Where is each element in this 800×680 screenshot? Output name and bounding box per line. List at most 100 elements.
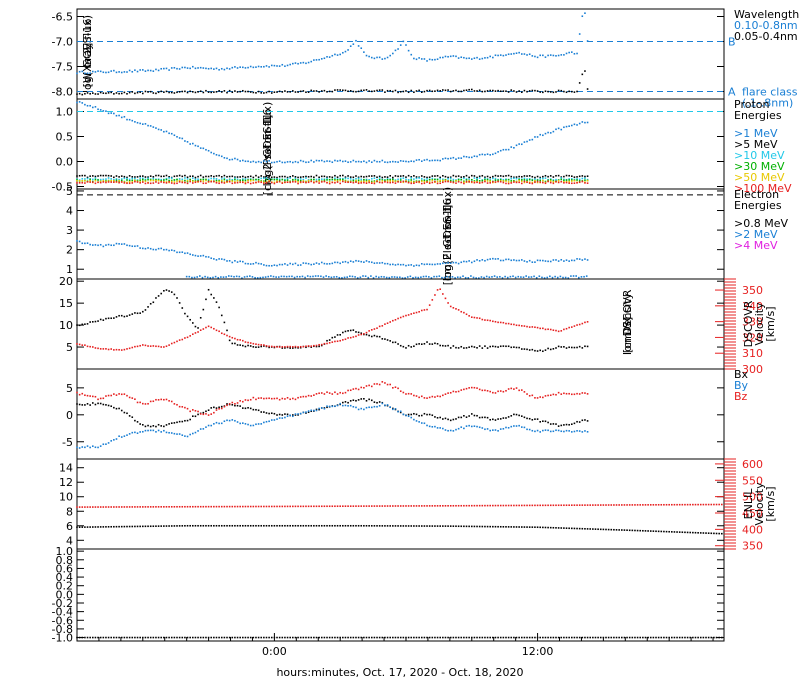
- data-point: [481, 90, 484, 93]
- data-point: [365, 161, 368, 164]
- data-point: [206, 276, 209, 279]
- data-point: [402, 175, 405, 177]
- data-point: [197, 178, 199, 180]
- data-point: [478, 317, 481, 320]
- data-point: [259, 276, 262, 279]
- data-point: [392, 176, 394, 179]
- data-point: [357, 399, 360, 401]
- data-point: [265, 182, 268, 184]
- data-point: [186, 505, 189, 508]
- data-point: [405, 393, 407, 395]
- data-point: [520, 53, 523, 55]
- data-point: [436, 178, 439, 181]
- data-point: [489, 55, 492, 58]
- data-point: [434, 178, 436, 181]
- data-point: [202, 428, 205, 430]
- data-point: [544, 182, 547, 185]
- data-point: [342, 174, 344, 177]
- data-point: [244, 176, 247, 179]
- data-point: [252, 636, 255, 639]
- y-tick-label: -6.5: [52, 11, 73, 24]
- data-point: [86, 394, 89, 397]
- data-point: [520, 180, 523, 183]
- data-point: [210, 293, 213, 296]
- data-point: [486, 347, 489, 349]
- data-point: [144, 247, 147, 250]
- data-point: [447, 505, 449, 507]
- data-point: [370, 180, 373, 183]
- data-point: [378, 405, 381, 407]
- data-point: [444, 636, 447, 639]
- data-point: [334, 505, 336, 508]
- data-point: [360, 407, 363, 410]
- data-point: [189, 524, 191, 527]
- data-point: [542, 350, 544, 353]
- data-point: [197, 524, 199, 527]
- data-point: [565, 423, 568, 426]
- data-point: [699, 636, 702, 639]
- data-point: [199, 329, 202, 331]
- data-point: [402, 181, 405, 184]
- data-point: [184, 174, 186, 177]
- data-point: [149, 69, 152, 72]
- data-point: [531, 55, 534, 57]
- data-point: [149, 247, 152, 250]
- data-point: [413, 91, 415, 94]
- data-point: [584, 175, 586, 178]
- data-point: [468, 181, 470, 183]
- data-point: [543, 277, 546, 279]
- y-tick-label: 1: [66, 263, 73, 276]
- data-point: [423, 180, 426, 183]
- data-point: [220, 405, 223, 408]
- data-point: [523, 175, 526, 177]
- data-point: [263, 182, 265, 185]
- legend-entry: Bz: [734, 390, 748, 403]
- data-point: [378, 505, 381, 507]
- data-point: [449, 179, 452, 182]
- data-point: [89, 395, 91, 397]
- data-point: [526, 181, 528, 184]
- data-point: [586, 40, 589, 42]
- data-point: [326, 391, 328, 393]
- data-point: [573, 182, 576, 184]
- data-point: [539, 420, 542, 423]
- data-point: [283, 275, 285, 278]
- data-point: [141, 424, 144, 426]
- data-point: [570, 180, 573, 182]
- data-point: [510, 259, 513, 262]
- data-point: [336, 636, 339, 639]
- data-point: [227, 275, 230, 277]
- data-point: [210, 151, 213, 154]
- data-point: [94, 244, 97, 246]
- data-point: [252, 342, 255, 345]
- data-point: [231, 178, 234, 181]
- data-point: [178, 251, 181, 254]
- data-point: [423, 505, 426, 507]
- data-point: [192, 175, 194, 177]
- data-point: [326, 177, 328, 180]
- data-point: [478, 525, 481, 528]
- data-point: [499, 636, 502, 639]
- data-point: [213, 175, 215, 178]
- data-point: [565, 504, 568, 507]
- data-point: [86, 242, 89, 244]
- data-point: [673, 503, 676, 506]
- data-point: [163, 179, 165, 181]
- data-point: [228, 524, 231, 527]
- data-point: [257, 176, 260, 178]
- data-point: [235, 275, 238, 278]
- data-point: [365, 331, 368, 334]
- data-point: [326, 342, 328, 345]
- data-point: [439, 179, 441, 182]
- data-point: [313, 90, 315, 92]
- data-point: [531, 179, 534, 182]
- data-point: [352, 388, 355, 390]
- data-point: [368, 261, 370, 263]
- data-point: [418, 158, 420, 161]
- data-point: [318, 263, 320, 265]
- data-point: [192, 180, 194, 183]
- data-point: [339, 339, 341, 342]
- data-point: [434, 294, 436, 296]
- data-point: [436, 505, 439, 507]
- data-point: [470, 174, 473, 177]
